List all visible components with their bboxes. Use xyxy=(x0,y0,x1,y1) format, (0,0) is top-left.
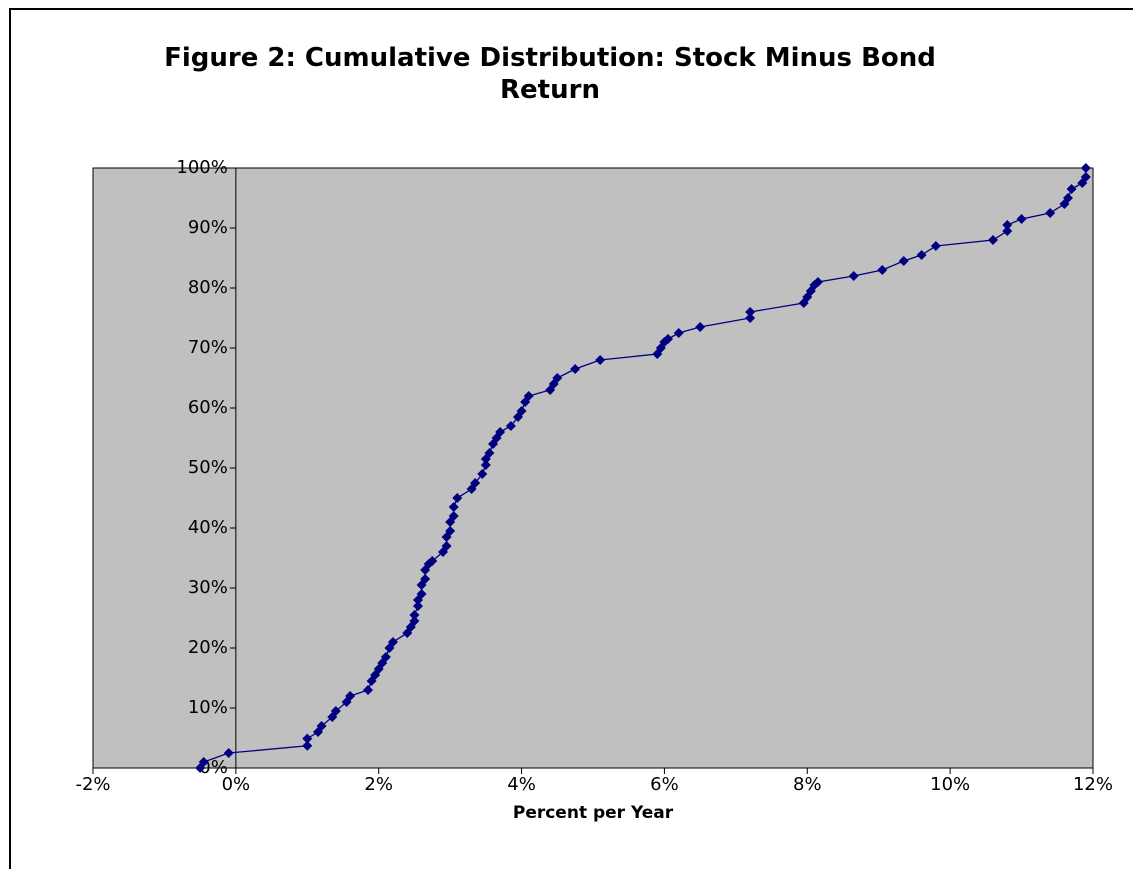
data-point xyxy=(363,685,373,695)
y-tick-label: 40% xyxy=(188,517,228,538)
data-point xyxy=(427,556,438,566)
y-tick-label: 10% xyxy=(188,697,228,718)
data-point xyxy=(1066,184,1077,194)
data-point xyxy=(595,355,606,365)
data-point xyxy=(480,460,491,470)
data-point xyxy=(477,469,488,479)
data-point xyxy=(223,748,234,758)
data-point xyxy=(552,373,563,383)
data-point xyxy=(1002,220,1013,230)
y-tick-label: 30% xyxy=(188,577,228,598)
data-point xyxy=(330,706,341,716)
data-point xyxy=(1080,172,1091,182)
data-point xyxy=(452,493,463,503)
data-point xyxy=(813,277,823,287)
y-tick-label: 100% xyxy=(176,157,227,178)
data-point xyxy=(441,541,452,551)
data-point xyxy=(505,421,516,431)
x-tick-label: 8% xyxy=(793,774,822,795)
data-point xyxy=(495,427,506,437)
x-tick-label: 12% xyxy=(1073,774,1113,795)
data-point xyxy=(416,589,427,599)
data-point xyxy=(663,334,673,344)
data-point xyxy=(930,241,941,251)
x-tick-label: -2% xyxy=(75,774,110,795)
x-tick-label: 4% xyxy=(507,774,536,795)
data-point xyxy=(409,616,420,626)
data-point xyxy=(570,364,581,374)
data-point xyxy=(1045,208,1056,218)
data-point xyxy=(409,610,420,620)
x-tick-label: 10% xyxy=(930,774,970,795)
data-point xyxy=(388,637,398,647)
data-point xyxy=(448,511,459,521)
data-point xyxy=(988,235,998,245)
x-tick-label: 0% xyxy=(222,774,251,795)
data-point xyxy=(695,322,706,332)
data-point xyxy=(523,391,534,401)
data-point xyxy=(302,740,313,751)
data-point xyxy=(198,757,209,767)
x-tick-label: 2% xyxy=(364,774,393,795)
data-point xyxy=(470,478,481,488)
data-point xyxy=(413,601,423,611)
data-point xyxy=(445,526,456,536)
data-point xyxy=(1016,214,1027,224)
y-tick-label: 20% xyxy=(188,637,228,658)
y-tick-label: 50% xyxy=(188,457,228,478)
data-point xyxy=(316,721,327,731)
y-tick-label: 60% xyxy=(188,397,228,418)
data-point xyxy=(380,652,391,662)
data-point xyxy=(1063,193,1073,203)
data-point xyxy=(302,733,313,744)
data-point xyxy=(916,250,927,260)
data-point xyxy=(898,256,909,266)
data-point xyxy=(448,502,459,512)
data-point xyxy=(516,406,527,416)
x-tick-label: 6% xyxy=(650,774,679,795)
x-axis-label: Percent per Year xyxy=(513,803,674,823)
data-point xyxy=(1002,226,1013,236)
y-tick-label: 70% xyxy=(188,337,228,358)
data-point xyxy=(420,574,431,584)
data-point xyxy=(484,448,495,458)
data-point xyxy=(877,265,888,275)
data-point xyxy=(345,691,356,701)
chart-title: Figure 2: Cumulative Distribution: Stock… xyxy=(164,43,936,105)
data-point xyxy=(848,271,859,281)
chart-frame xyxy=(9,8,1133,869)
data-point xyxy=(745,307,756,317)
data-point xyxy=(1080,163,1091,173)
data-point xyxy=(673,328,684,338)
y-tick-label: 80% xyxy=(188,277,228,298)
y-tick-label: 90% xyxy=(188,217,228,238)
plot-area xyxy=(92,167,1094,769)
data-point xyxy=(745,313,756,323)
